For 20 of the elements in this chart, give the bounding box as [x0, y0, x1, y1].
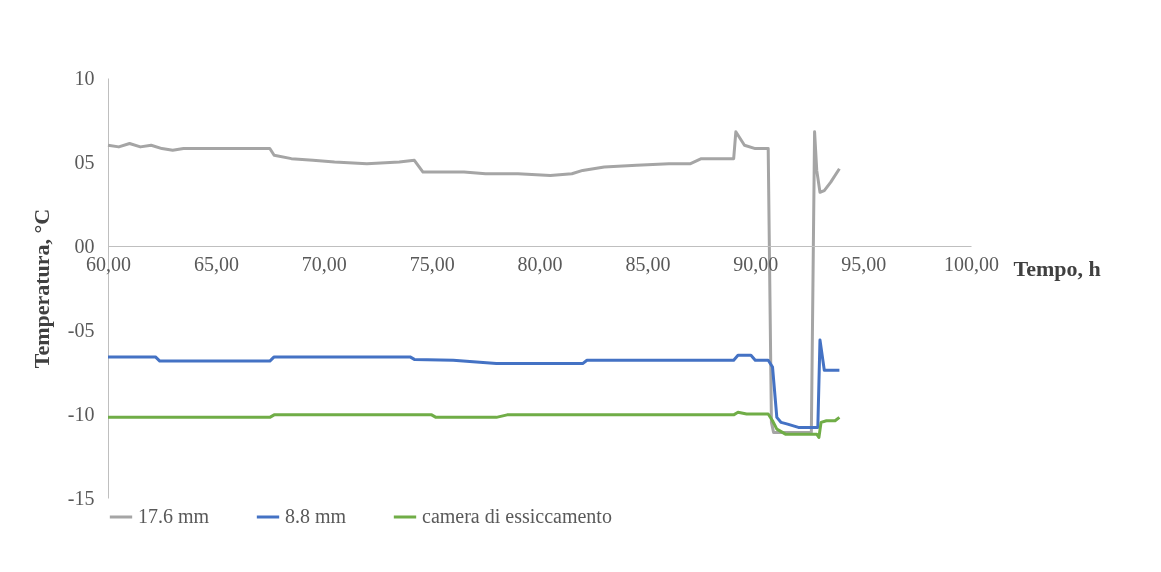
- line-series: [106, 338, 841, 429]
- y-tick-label: -15: [67, 486, 95, 509]
- x-tick-label: 70,00: [301, 252, 347, 275]
- y-axis-title: Temperatura, °C: [28, 208, 54, 369]
- x-tick-label: 90,00: [733, 252, 779, 275]
- x-tick-label: 100,00: [944, 252, 999, 275]
- x-axis-title: Tempo, h: [1013, 255, 1101, 281]
- x-tick-label: 65,00: [193, 252, 239, 275]
- legend-label: 17.6 mm: [138, 505, 210, 527]
- x-tick-label: 85,00: [625, 252, 671, 275]
- y-tick-label: 10: [74, 66, 95, 89]
- legend-label: 8.8 mm: [285, 505, 347, 527]
- line-series: [106, 410, 841, 440]
- y-tick-label: -10: [67, 402, 95, 425]
- x-tick-label: 75,00: [409, 252, 455, 275]
- legend-label: camera di essiccamento: [422, 505, 612, 527]
- y-tick-label: -05: [67, 318, 95, 341]
- x-tick-label: 80,00: [517, 252, 563, 275]
- y-tick-label: 05: [74, 150, 95, 173]
- x-tick-label: 95,00: [841, 252, 887, 275]
